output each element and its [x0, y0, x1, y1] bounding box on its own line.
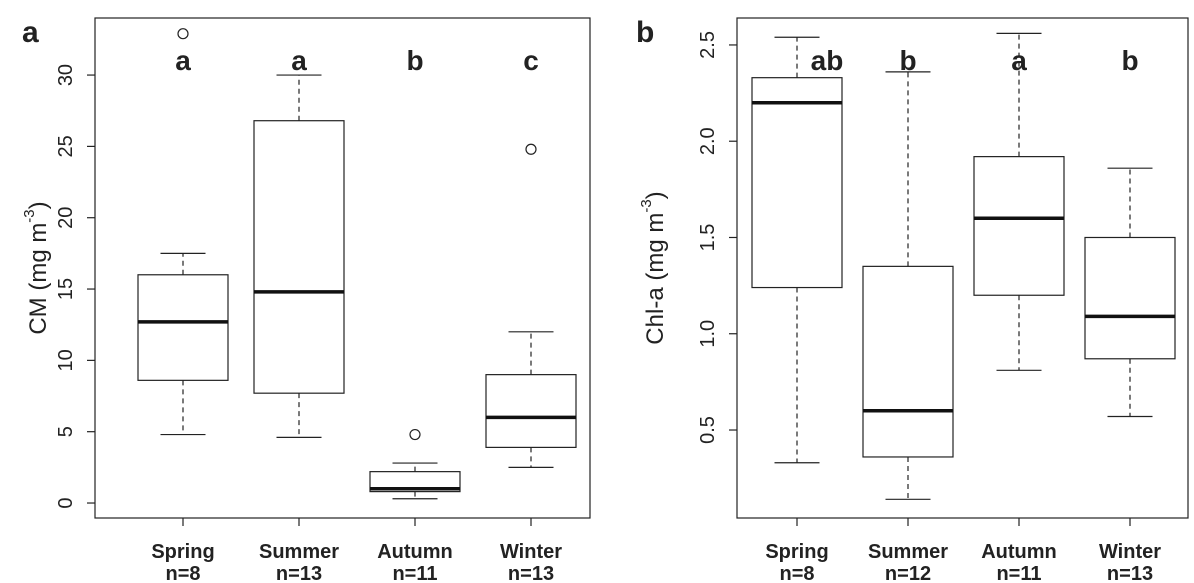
significance-letter: ab: [811, 45, 844, 76]
significance-letter: b: [406, 45, 423, 76]
sample-size: n=12: [885, 563, 931, 583]
box: [369, 471, 461, 493]
significance-letter: a: [1011, 45, 1027, 76]
y-tick-label: 2.5: [697, 31, 719, 59]
y-tick-label: 20: [55, 207, 77, 229]
y-axis-label-part: CM (mg m: [25, 223, 52, 335]
sample-size: n=13: [1107, 563, 1153, 583]
y-tick-label: 30: [55, 64, 77, 86]
y-tick-label: 0: [55, 497, 77, 508]
sample-size: n=11: [996, 563, 1041, 583]
sample-size: n=8: [779, 563, 814, 583]
outlier: [525, 143, 537, 155]
y-axis-label-part: -3: [638, 199, 655, 212]
significance-letter: c: [523, 45, 539, 76]
outlier: [409, 428, 421, 441]
y-tick-label: 10: [55, 349, 77, 371]
y-tick-label: 0.5: [697, 416, 719, 444]
y-axis-label: Chl-a (mg m-3): [638, 191, 669, 344]
box: [973, 156, 1065, 296]
box: [253, 120, 345, 394]
plot-frame: [736, 17, 1189, 519]
y-tick-label: 1.0: [697, 320, 719, 348]
plot-frame: [94, 17, 591, 519]
significance-letter: b: [1121, 45, 1138, 76]
sample-size: n=11: [392, 563, 437, 583]
significance-letter: a: [175, 45, 191, 76]
box: [751, 77, 843, 289]
outlier: [177, 28, 189, 40]
box: [485, 374, 577, 448]
x-tick-label: Spring: [151, 541, 214, 563]
y-axis-label-part: Chl-a (mg m: [642, 213, 669, 345]
box: [137, 274, 229, 381]
y-tick-label: 25: [55, 135, 77, 157]
x-tick-label: Winter: [1099, 541, 1161, 563]
y-tick-label: 1.5: [697, 224, 719, 252]
y-axis-label-part: -3: [21, 209, 38, 222]
x-tick-label: Spring: [765, 541, 828, 563]
sample-size: n=8: [165, 563, 200, 583]
significance-letter: b: [899, 45, 916, 76]
panel-label: b: [636, 16, 654, 49]
sample-size: n=13: [276, 563, 322, 583]
sample-size: n=13: [508, 563, 554, 583]
box: [1084, 236, 1176, 360]
box: [862, 265, 954, 458]
significance-letter: a: [291, 45, 307, 76]
y-tick-label: 2.0: [697, 127, 719, 155]
y-tick-label: 5: [55, 426, 77, 437]
x-tick-label: Summer: [259, 541, 339, 563]
panel-label: a: [22, 16, 39, 49]
x-tick-label: Autumn: [981, 541, 1057, 563]
x-tick-label: Autumn: [377, 541, 453, 563]
x-tick-label: Summer: [868, 541, 948, 563]
y-axis-label-part: ): [642, 191, 669, 199]
x-tick-label: Winter: [500, 541, 562, 563]
y-axis-label: CM (mg m-3): [21, 201, 52, 334]
y-tick-label: 15: [55, 278, 77, 300]
y-axis-label-part: ): [25, 201, 52, 209]
